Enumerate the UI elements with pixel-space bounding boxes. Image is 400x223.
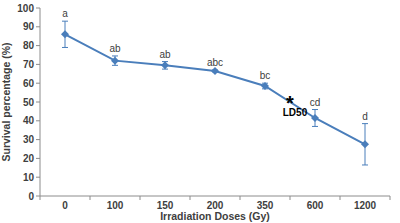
y-tick (36, 45, 40, 46)
x-tick (240, 196, 241, 200)
series-line (65, 34, 365, 144)
annotation-text: LD50 (283, 107, 308, 118)
x-tick-label: 100 (107, 200, 124, 211)
chart: 0102030405060708090100010015020035060012… (0, 0, 400, 223)
x-tick (90, 196, 91, 200)
y-tick-label: 60 (23, 78, 35, 89)
y-tick-label: 10 (23, 172, 35, 183)
x-tick (390, 196, 391, 200)
significance-label: ab (159, 49, 171, 60)
x-tick-label: 1200 (354, 200, 377, 211)
y-tick-label: 20 (23, 153, 35, 164)
y-tick (36, 177, 40, 178)
x-tick (340, 196, 341, 200)
y-axis-title: Survival percentage (%) (0, 42, 12, 161)
error-bar (312, 110, 318, 127)
x-tick-label: 600 (307, 200, 324, 211)
y-tick (36, 158, 40, 159)
marker (361, 140, 369, 148)
x-tick (140, 196, 141, 200)
y-tick-label: 50 (23, 97, 35, 108)
significance-label: bc (260, 70, 271, 81)
y-tick (36, 196, 40, 197)
significance-label: cd (310, 97, 321, 108)
x-tick-label: 0 (62, 200, 68, 211)
y-tick (36, 139, 40, 140)
marker (311, 114, 319, 122)
plot-area (61, 21, 369, 165)
x-axis (40, 196, 390, 197)
significance-label: a (62, 8, 68, 19)
y-tick-label: 70 (23, 59, 35, 70)
significance-label: d (362, 111, 368, 122)
marker (211, 67, 219, 75)
y-tick (36, 8, 40, 9)
x-tick (190, 196, 191, 200)
error-bar (112, 56, 118, 65)
y-tick (36, 83, 40, 84)
y-tick (36, 64, 40, 65)
y-tick-label: 0 (28, 191, 34, 202)
marker (161, 61, 169, 69)
y-tick (36, 120, 40, 121)
x-axis-title: Irradiation Doses (Gy) (160, 210, 270, 222)
marker (261, 82, 269, 90)
error-bar (62, 21, 68, 47)
error-bar (162, 62, 168, 70)
y-tick-label: 100 (17, 3, 34, 14)
significance-label: ab (109, 43, 121, 54)
x-tick (290, 196, 291, 200)
y-tick-label: 90 (23, 21, 35, 32)
significance-label: abc (207, 57, 223, 68)
y-tick (36, 102, 40, 103)
y-tick (36, 26, 40, 27)
y-tick-label: 40 (23, 115, 35, 126)
error-bar (362, 124, 368, 165)
y-tick-label: 80 (23, 40, 35, 51)
y-tick-label: 30 (23, 134, 35, 145)
marker (111, 57, 119, 65)
marker (61, 30, 69, 38)
x-tick (40, 196, 41, 200)
